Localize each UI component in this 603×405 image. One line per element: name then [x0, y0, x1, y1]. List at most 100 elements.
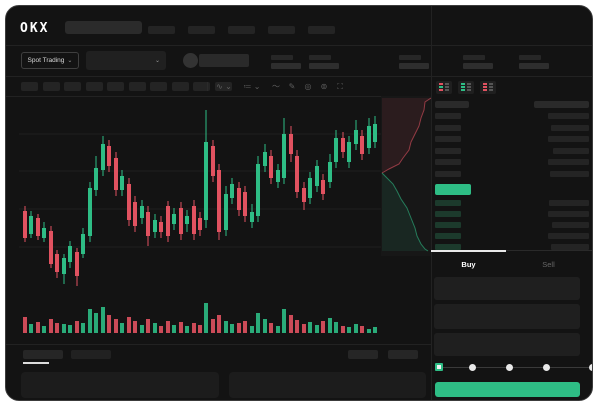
bottom-action-left[interactable]: [348, 350, 378, 359]
stat-label-3: [463, 55, 485, 60]
book-icon-row: [483, 83, 493, 85]
candlestick-chart[interactable]: [19, 97, 381, 342]
pair-selector[interactable]: ⌄: [86, 51, 166, 70]
ask-amount-1[interactable]: [551, 124, 589, 131]
total-field[interactable]: [434, 333, 580, 356]
book-icon-row: [439, 83, 449, 85]
nav-item-1[interactable]: [188, 26, 215, 34]
ask-price-4[interactable]: [435, 159, 461, 165]
amount-field[interactable]: [434, 304, 580, 329]
bottom-active-tab-underline: [23, 362, 49, 364]
buy-tab[interactable]: Buy: [461, 260, 476, 269]
nav-item-3[interactable]: [268, 26, 295, 34]
toolbar-divider: [6, 96, 431, 97]
orderbook-price-header: [435, 101, 469, 108]
nav-item-0[interactable]: [148, 26, 175, 34]
stat-label-0: [271, 55, 293, 60]
orders-tab[interactable]: [23, 350, 63, 359]
interval-pill-7[interactable]: [171, 82, 189, 91]
orderbook-amount-header: [534, 101, 589, 108]
book-icon-row: [483, 86, 493, 88]
interval-pill-2[interactable]: [64, 82, 81, 91]
ask-amount-5[interactable]: [550, 170, 589, 177]
nav-item-4[interactable]: [308, 26, 335, 34]
chevron-down-icon: ⌄: [154, 58, 160, 64]
bid-price-4[interactable]: [435, 244, 461, 250]
ask-amount-4[interactable]: [548, 159, 589, 165]
history-tab[interactable]: [71, 350, 111, 359]
book-bids-icon[interactable]: [458, 81, 474, 94]
bottom-action-right[interactable]: [388, 350, 418, 359]
stat-value-0: [271, 63, 301, 69]
draw-icon[interactable]: ✎: [288, 82, 296, 91]
indicator-icon[interactable]: ∿ ⌄: [216, 82, 232, 91]
bid-price-1[interactable]: [435, 211, 461, 217]
bid-amount-2[interactable]: [552, 222, 589, 228]
bid-amount-3[interactable]: [548, 233, 589, 239]
book-icon-row: [461, 83, 471, 85]
chevron-down-icon: ⌄: [67, 58, 73, 64]
ask-price-1[interactable]: [435, 124, 461, 131]
book-both-icon[interactable]: [436, 81, 452, 94]
ask-price-0[interactable]: [435, 113, 461, 119]
stat-label-2: [399, 55, 421, 60]
order-tabbar: Buy Sell: [431, 250, 592, 276]
ask-price-3[interactable]: [435, 147, 461, 154]
compare-icon[interactable]: ≔ ⌄: [243, 82, 261, 91]
ask-amount-0[interactable]: [548, 113, 589, 119]
interval-pill-6[interactable]: [150, 82, 167, 91]
ask-amount-2[interactable]: [548, 136, 589, 142]
market-type-label: Spot Trading: [27, 57, 65, 64]
toolbar-separator: [207, 82, 208, 91]
bid-amount-1[interactable]: [548, 211, 589, 217]
slider-dot-1[interactable]: [506, 364, 513, 371]
interval-pill-4[interactable]: [107, 82, 124, 91]
interval-pill-8[interactable]: [193, 82, 210, 91]
interval-pill-0[interactable]: [21, 82, 38, 91]
sell-tab[interactable]: Sell: [542, 260, 555, 269]
slider-dot-3[interactable]: [589, 364, 592, 371]
ask-amount-3[interactable]: [553, 147, 589, 154]
subheader-divider: [6, 76, 592, 77]
stat-value-1: [309, 63, 339, 69]
stat-label-1: [309, 55, 331, 60]
active-tab-indicator: [431, 250, 506, 252]
interval-pill-5[interactable]: [128, 82, 146, 91]
app-window: OKX Spot Trading ⌄ ⌄ Buy Sell: [5, 5, 593, 401]
interval-pill-3[interactable]: [85, 82, 103, 91]
bid-amount-0[interactable]: [549, 200, 589, 206]
stat-label-4: [519, 55, 541, 60]
bid-price-0[interactable]: [435, 200, 461, 206]
amount-slider[interactable]: [435, 363, 592, 371]
stat-value-3: [463, 63, 493, 69]
slider-handle[interactable]: [435, 363, 443, 371]
buy-button[interactable]: [435, 382, 580, 397]
price-field[interactable]: [434, 277, 580, 300]
interval-pill-1[interactable]: [42, 82, 60, 91]
interval-pill-9[interactable]: [214, 82, 232, 91]
bid-price-2[interactable]: [435, 222, 461, 228]
bid-price-3[interactable]: [435, 233, 461, 239]
book-icon-row: [461, 86, 471, 88]
coin-avatar: [183, 53, 198, 68]
fullscreen-icon[interactable]: ⛶: [337, 82, 343, 91]
ask-price-5[interactable]: [435, 170, 461, 177]
nav-item-2[interactable]: [228, 26, 255, 34]
book-icon-row: [439, 86, 449, 88]
camera-icon[interactable]: ◎: [304, 82, 312, 91]
line-tool-icon[interactable]: 〜: [272, 82, 280, 91]
search-input[interactable]: [65, 21, 142, 34]
slider-dot-0[interactable]: [469, 364, 476, 371]
settings-icon[interactable]: ⊚: [320, 82, 328, 91]
book-icon-row: [439, 89, 449, 91]
orderbook-last-price: [435, 184, 471, 195]
ask-price-2[interactable]: [435, 136, 461, 142]
market-type-selector[interactable]: Spot Trading ⌄: [21, 52, 79, 69]
orders-empty-panel: [21, 372, 219, 398]
bid-amount-4[interactable]: [551, 244, 589, 250]
depth-chart: [381, 96, 431, 256]
book-asks-icon[interactable]: [480, 81, 496, 94]
okx-logo: OKX: [20, 21, 50, 36]
stat-value-4: [519, 63, 549, 69]
slider-dot-2[interactable]: [543, 364, 550, 371]
